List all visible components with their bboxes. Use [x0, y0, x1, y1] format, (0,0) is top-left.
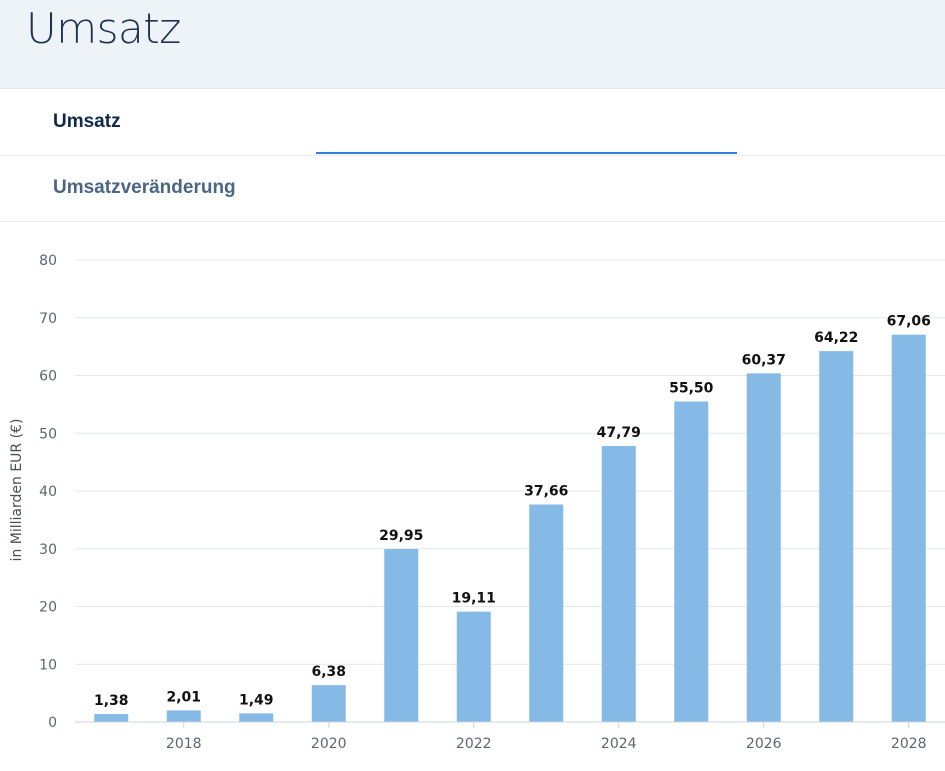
data-label-2020: 6,38: [311, 664, 346, 680]
data-label-2023: 37,66: [524, 484, 568, 500]
tab-umsatz[interactable]: Umsatz: [0, 89, 945, 156]
y-tick-label: 60: [39, 369, 57, 385]
x-tick-label-2024: 2024: [601, 736, 637, 752]
tab-umsatzveraenderung[interactable]: Umsatzveränderung: [0, 155, 945, 222]
revenue-bar-chart: 1,38 2,01 1,49 6,38 29,95 19,11 37,66 47,79 55,5…: [9, 253, 945, 752]
y-tick-label: 70: [39, 311, 57, 327]
page-title: Umsatz: [26, 4, 181, 53]
y-axis-title: in Milliarden EUR (€): [9, 419, 25, 562]
tab-umsatzveraenderung-label: Umsatzveränderung: [53, 177, 236, 198]
y-tick-label: 20: [39, 600, 57, 616]
bar-2019[interactable]: [239, 713, 274, 722]
data-label-2025: 55,50: [669, 380, 714, 396]
bars: [94, 334, 926, 722]
grid-lines: [75, 259, 945, 723]
data-label-2024: 47,79: [597, 425, 641, 441]
x-tick-label-2020: 2020: [311, 736, 347, 752]
bar-2018[interactable]: [166, 710, 201, 722]
data-label-2018: 2,01: [166, 689, 201, 705]
x-tick-label-2026: 2026: [746, 736, 782, 752]
data-label-2028: 67,06: [887, 314, 931, 330]
x-tick-label-2028: 2028: [891, 736, 927, 752]
y-tick-label: 0: [48, 715, 57, 731]
bar-2022[interactable]: [456, 611, 491, 722]
y-tick-label: 10: [39, 657, 57, 673]
tab-umsatz-label: Umsatz: [53, 111, 121, 132]
bar-2023[interactable]: [529, 504, 564, 722]
data-label-2027: 64,22: [814, 330, 858, 346]
y-tick-label: 80: [39, 253, 57, 269]
data-label-2022: 19,11: [452, 591, 496, 607]
bar-2026[interactable]: [746, 373, 781, 722]
bar-2020[interactable]: [311, 685, 346, 722]
x-tick-label-2022: 2022: [456, 736, 492, 752]
y-tick-label: 50: [39, 426, 57, 442]
data-labels: 1,38 2,01 1,49 6,38 29,95 19,11 37,66 47,79 55,5…: [94, 314, 931, 709]
bar-2021[interactable]: [384, 549, 419, 722]
data-label-2019: 1,49: [239, 692, 274, 708]
bar-2027[interactable]: [819, 351, 854, 722]
axes: 0 10 20 30 40 50 60 70 80 2018 2020 2022 2024 2026 202…: [39, 253, 945, 752]
y-tick-label: 40: [39, 484, 57, 500]
bar-2017[interactable]: [94, 714, 129, 722]
data-label-2026: 60,37: [742, 352, 786, 368]
active-tab-indicator: [316, 152, 737, 154]
bar-2024[interactable]: [601, 446, 636, 722]
data-label-2021: 29,95: [379, 528, 423, 544]
y-tick-label: 30: [39, 542, 57, 558]
bar-2025[interactable]: [674, 401, 709, 722]
data-label-2017: 1,38: [94, 693, 129, 709]
x-tick-label-2018: 2018: [166, 736, 202, 752]
bar-2028[interactable]: [891, 334, 926, 722]
